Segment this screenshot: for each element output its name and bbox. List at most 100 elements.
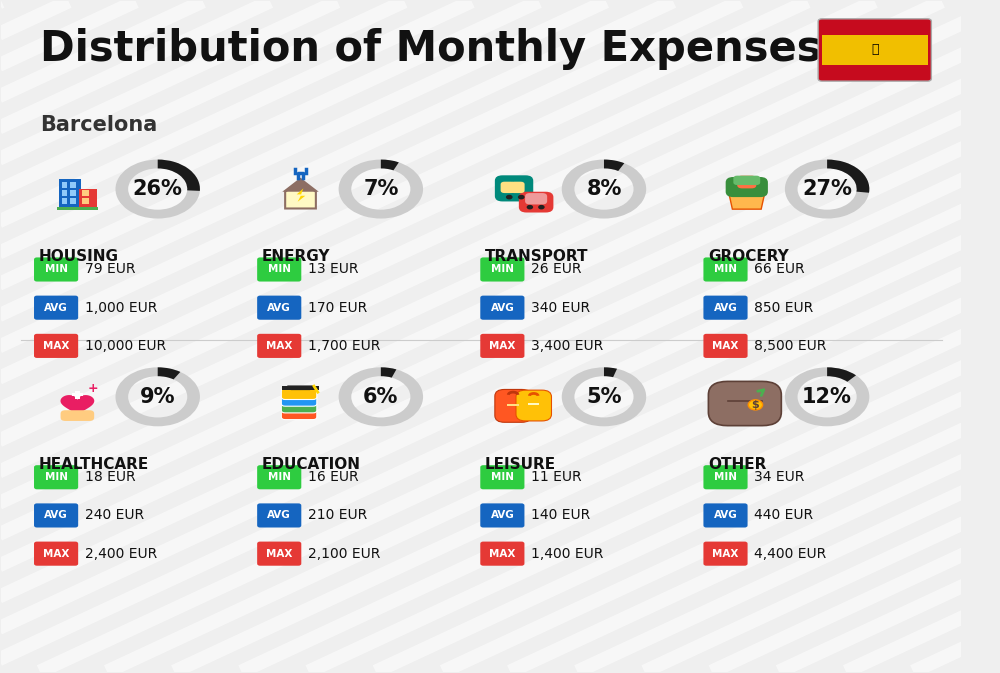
FancyBboxPatch shape bbox=[62, 190, 67, 196]
Circle shape bbox=[527, 205, 533, 209]
Text: 210 EUR: 210 EUR bbox=[308, 508, 367, 522]
Text: Barcelona: Barcelona bbox=[40, 115, 157, 135]
Text: 240 EUR: 240 EUR bbox=[85, 508, 144, 522]
Text: 66 EUR: 66 EUR bbox=[754, 262, 805, 277]
Polygon shape bbox=[285, 180, 316, 209]
FancyBboxPatch shape bbox=[495, 390, 531, 422]
FancyBboxPatch shape bbox=[480, 503, 524, 528]
Circle shape bbox=[518, 194, 525, 199]
FancyBboxPatch shape bbox=[34, 465, 78, 489]
FancyBboxPatch shape bbox=[281, 388, 317, 400]
Text: AVG: AVG bbox=[44, 303, 68, 313]
Wedge shape bbox=[562, 367, 646, 426]
FancyBboxPatch shape bbox=[257, 295, 301, 320]
Text: 34 EUR: 34 EUR bbox=[754, 470, 805, 485]
Wedge shape bbox=[604, 160, 624, 171]
FancyBboxPatch shape bbox=[703, 295, 748, 320]
Text: 440 EUR: 440 EUR bbox=[754, 508, 813, 522]
FancyBboxPatch shape bbox=[34, 295, 78, 320]
Text: 👑: 👑 bbox=[871, 44, 878, 57]
Polygon shape bbox=[287, 386, 314, 390]
Text: AVG: AVG bbox=[714, 303, 737, 313]
Text: MAX: MAX bbox=[266, 548, 292, 559]
FancyBboxPatch shape bbox=[62, 199, 67, 204]
FancyBboxPatch shape bbox=[516, 390, 551, 421]
Text: 11 EUR: 11 EUR bbox=[531, 470, 582, 485]
FancyBboxPatch shape bbox=[495, 175, 533, 201]
Text: MAX: MAX bbox=[43, 548, 69, 559]
Text: OTHER: OTHER bbox=[708, 457, 767, 472]
Polygon shape bbox=[60, 395, 94, 417]
FancyBboxPatch shape bbox=[507, 404, 519, 406]
Text: MIN: MIN bbox=[491, 264, 514, 275]
Text: HEALTHCARE: HEALTHCARE bbox=[39, 457, 149, 472]
FancyBboxPatch shape bbox=[480, 257, 524, 281]
FancyBboxPatch shape bbox=[703, 465, 748, 489]
Text: MIN: MIN bbox=[45, 472, 68, 483]
Text: 1,000 EUR: 1,000 EUR bbox=[85, 301, 157, 315]
Text: 140 EUR: 140 EUR bbox=[531, 508, 590, 522]
Text: 850 EUR: 850 EUR bbox=[754, 301, 814, 315]
FancyBboxPatch shape bbox=[70, 182, 76, 188]
Wedge shape bbox=[158, 367, 180, 380]
FancyBboxPatch shape bbox=[501, 182, 515, 193]
Text: AVG: AVG bbox=[714, 510, 737, 520]
Text: 7%: 7% bbox=[363, 179, 399, 199]
FancyBboxPatch shape bbox=[281, 395, 317, 406]
Text: MIN: MIN bbox=[491, 472, 514, 483]
Text: MAX: MAX bbox=[43, 341, 69, 351]
FancyBboxPatch shape bbox=[70, 190, 76, 196]
Text: 10,000 EUR: 10,000 EUR bbox=[85, 339, 166, 353]
FancyBboxPatch shape bbox=[480, 465, 524, 489]
Text: MIN: MIN bbox=[268, 264, 291, 275]
FancyBboxPatch shape bbox=[257, 542, 301, 566]
Text: 9%: 9% bbox=[140, 387, 175, 406]
Wedge shape bbox=[827, 367, 856, 382]
Text: 4,400 EUR: 4,400 EUR bbox=[754, 546, 827, 561]
FancyBboxPatch shape bbox=[282, 386, 319, 390]
Polygon shape bbox=[729, 192, 765, 209]
Text: $: $ bbox=[752, 400, 759, 410]
Text: 170 EUR: 170 EUR bbox=[308, 301, 367, 315]
FancyBboxPatch shape bbox=[525, 193, 547, 205]
Text: 3,400 EUR: 3,400 EUR bbox=[531, 339, 603, 353]
Wedge shape bbox=[158, 160, 200, 191]
Text: AVG: AVG bbox=[267, 303, 291, 313]
FancyBboxPatch shape bbox=[61, 411, 94, 421]
Text: 2,100 EUR: 2,100 EUR bbox=[308, 546, 380, 561]
Wedge shape bbox=[339, 160, 423, 219]
Circle shape bbox=[506, 194, 513, 199]
FancyBboxPatch shape bbox=[79, 189, 97, 209]
FancyBboxPatch shape bbox=[257, 257, 301, 281]
Text: MIN: MIN bbox=[714, 472, 737, 483]
Text: MAX: MAX bbox=[489, 341, 516, 351]
FancyBboxPatch shape bbox=[82, 190, 89, 196]
FancyBboxPatch shape bbox=[703, 503, 748, 528]
FancyBboxPatch shape bbox=[822, 35, 928, 65]
FancyBboxPatch shape bbox=[510, 182, 525, 193]
FancyBboxPatch shape bbox=[82, 199, 89, 204]
Wedge shape bbox=[381, 160, 399, 170]
FancyBboxPatch shape bbox=[703, 542, 748, 566]
Wedge shape bbox=[562, 160, 646, 219]
FancyBboxPatch shape bbox=[480, 295, 524, 320]
Text: 1,700 EUR: 1,700 EUR bbox=[308, 339, 380, 353]
FancyBboxPatch shape bbox=[733, 176, 760, 185]
FancyBboxPatch shape bbox=[34, 503, 78, 528]
FancyBboxPatch shape bbox=[257, 465, 301, 489]
FancyBboxPatch shape bbox=[726, 177, 768, 197]
Text: MAX: MAX bbox=[712, 548, 739, 559]
Wedge shape bbox=[827, 160, 869, 192]
Text: MIN: MIN bbox=[45, 264, 68, 275]
Text: 26%: 26% bbox=[133, 179, 183, 199]
Text: 340 EUR: 340 EUR bbox=[531, 301, 590, 315]
Text: ENERGY: ENERGY bbox=[262, 250, 330, 264]
FancyBboxPatch shape bbox=[62, 182, 67, 188]
Text: MIN: MIN bbox=[268, 472, 291, 483]
FancyBboxPatch shape bbox=[281, 402, 317, 413]
Text: 26 EUR: 26 EUR bbox=[531, 262, 582, 277]
Text: MAX: MAX bbox=[712, 341, 739, 351]
Circle shape bbox=[748, 400, 763, 410]
FancyBboxPatch shape bbox=[528, 403, 539, 405]
FancyBboxPatch shape bbox=[257, 503, 301, 528]
